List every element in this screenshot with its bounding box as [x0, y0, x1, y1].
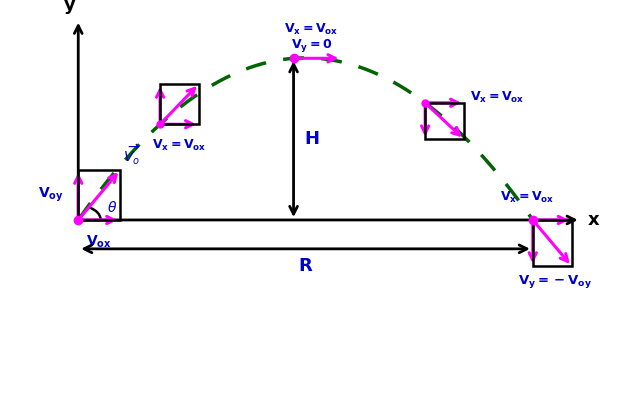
- Text: $\mathbf{V_x=V_{ox}}$: $\mathbf{V_x=V_{ox}}$: [500, 190, 554, 205]
- Text: $\mathbf{V_x=V_{ox}}$: $\mathbf{V_x=V_{ox}}$: [284, 22, 339, 37]
- Text: $\mathbf{V_x=V_{ox}}$: $\mathbf{V_x=V_{ox}}$: [152, 138, 207, 153]
- Text: $\mathbf{V_{oy}}$: $\mathbf{V_{oy}}$: [37, 186, 64, 204]
- Bar: [533, 220, 572, 266]
- Text: $\mathbf{V_{ox}}$: $\mathbf{V_{ox}}$: [87, 233, 112, 250]
- Bar: [78, 170, 120, 220]
- Text: $\mathbf{V_y=-V_{oy}}$: $\mathbf{V_y=-V_{oy}}$: [518, 273, 592, 290]
- Text: $\theta$: $\theta$: [107, 200, 117, 215]
- Bar: [425, 103, 464, 139]
- Text: $\mathbf{H}$: $\mathbf{H}$: [304, 130, 320, 148]
- Text: $\mathbf{R}$: $\mathbf{R}$: [298, 257, 313, 275]
- Bar: [160, 84, 199, 124]
- Text: x: x: [588, 211, 599, 229]
- Text: $\mathbf{V_x=V_{ox}}$: $\mathbf{V_x=V_{ox}}$: [470, 90, 525, 104]
- Text: $\overrightarrow{V_o}$: $\overrightarrow{V_o}$: [123, 143, 140, 167]
- Text: $\mathbf{V_y=0}$: $\mathbf{V_y=0}$: [291, 37, 332, 54]
- Text: y: y: [64, 0, 75, 14]
